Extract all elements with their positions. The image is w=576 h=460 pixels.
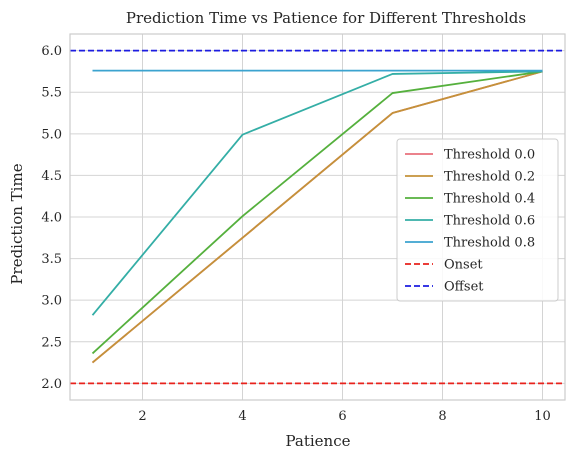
y-tick-labels: 2.0 2.5 3.0 3.5 4.0 4.5 5.0 5.5 6.0 (41, 44, 62, 392)
x-tick-label: 4 (238, 409, 246, 424)
legend-entry: Threshold 0.8 (444, 236, 535, 251)
legend-entry: Threshold 0.2 (444, 170, 535, 185)
reference-lines (70, 49, 565, 385)
x-tick-label: 10 (534, 409, 551, 424)
legend-entry: Onset (444, 258, 483, 273)
y-tick-label: 4.5 (41, 169, 62, 184)
legend: Threshold 0.0 Threshold 0.2 Threshold 0.4 T… (396, 138, 559, 302)
y-tick-label: 4.0 (41, 211, 62, 226)
legend-entry: Offset (444, 280, 484, 295)
chart-title: Prediction Time vs Patience for Differen… (126, 9, 526, 27)
y-tick-label: 3.0 (41, 294, 62, 309)
x-tick-labels: 2 4 6 8 10 (138, 409, 550, 424)
series-line (91, 70, 543, 355)
plot-frame (69, 33, 566, 401)
series-line (91, 70, 543, 364)
y-tick-label: 2.0 (41, 377, 62, 392)
legend-box (396, 138, 559, 302)
legend-entry: Threshold 0.0 (444, 148, 535, 163)
y-tick-label: 5.5 (41, 86, 62, 101)
x-axis-label: Patience (285, 432, 350, 450)
legend-entry: Threshold 0.6 (444, 214, 535, 229)
x-tick-label: 2 (138, 409, 146, 424)
y-tick-label: 2.5 (41, 335, 62, 350)
y-tick-label: 6.0 (41, 44, 62, 59)
y-tick-label: 5.0 (41, 127, 62, 142)
x-tick-label: 8 (438, 409, 446, 424)
y-axis-label: Prediction Time (8, 163, 26, 284)
y-tick-label: 3.5 (41, 252, 62, 267)
series-lines (91, 69, 543, 364)
x-tick-label: 6 (338, 409, 346, 424)
legend-entry: Threshold 0.4 (444, 192, 535, 207)
series-line (91, 70, 543, 316)
